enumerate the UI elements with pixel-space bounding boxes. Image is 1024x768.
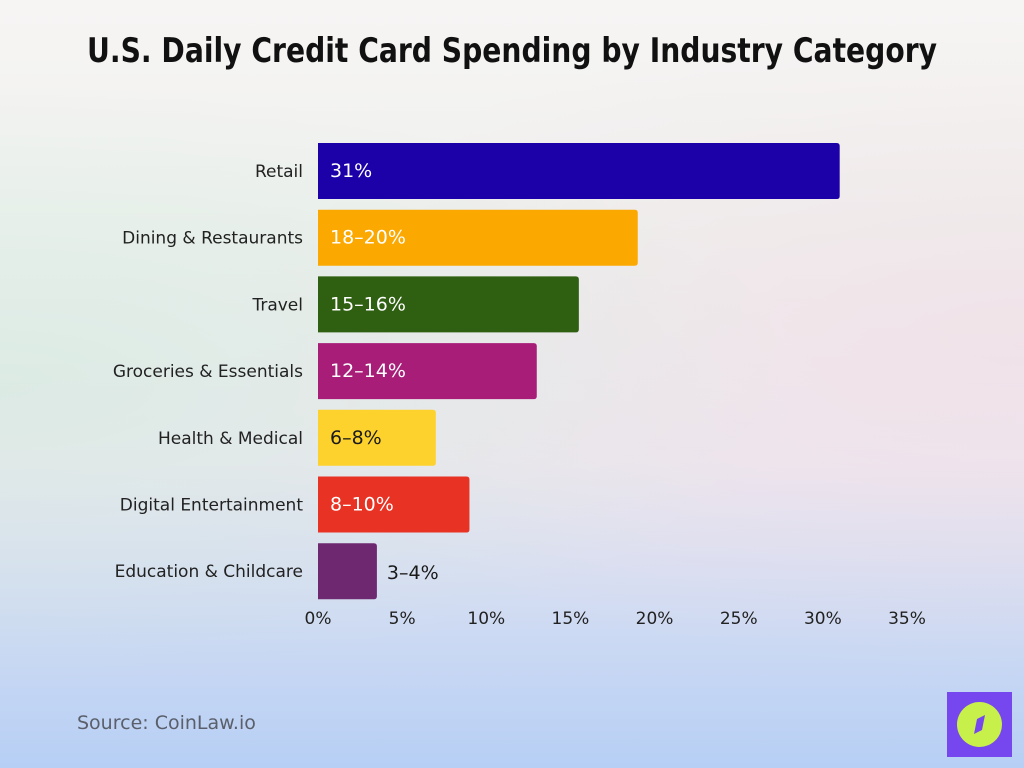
bar [318,276,579,333]
category-label: Education & Childcare [115,562,303,582]
data-label: 6–8% [330,427,382,449]
x-tick-label: 15% [552,609,590,629]
logo [947,692,1012,757]
bar [318,409,436,466]
bar [318,343,537,400]
data-label: 12–14% [330,360,406,382]
source-text: Source: CoinLaw.io [77,712,256,734]
chart-title: U.S. Daily Credit Card Spending by Indus… [87,31,937,71]
x-tick-label: 10% [467,609,505,629]
data-label: 8–10% [330,494,394,516]
x-tick-label: 5% [389,609,416,629]
category-label: Dining & Restaurants [122,229,303,249]
bar [318,543,377,600]
category-label: Travel [251,295,303,315]
data-label: 18–20% [330,227,406,249]
category-label: Retail [255,162,303,182]
x-tick-label: 30% [804,609,842,629]
category-label: Health & Medical [158,429,303,449]
bar [318,476,470,533]
data-label: 3–4% [387,562,439,584]
x-tick-label: 20% [636,609,674,629]
bar [318,143,840,199]
compass-icon [957,702,1002,747]
x-tick-label: 35% [888,609,926,629]
x-tick-label: 0% [305,609,332,629]
category-label: Digital Entertainment [120,496,304,516]
x-tick-label: 25% [720,609,758,629]
category-label: Groceries & Essentials [113,362,303,382]
data-label: 15–16% [330,293,406,315]
data-label: 31% [330,160,372,182]
bar [318,209,638,266]
